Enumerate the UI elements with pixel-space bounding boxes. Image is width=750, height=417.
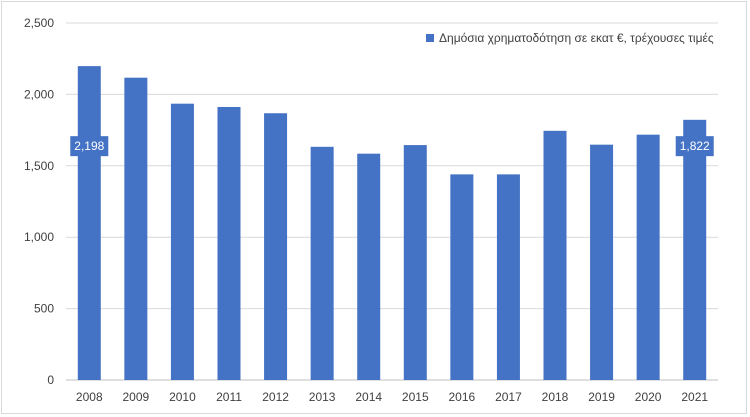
gridlines xyxy=(66,22,718,381)
y-tick-label: 1,000 xyxy=(24,230,54,244)
bar-2009 xyxy=(124,77,148,381)
y-tick-label: 2,500 xyxy=(24,16,54,30)
data-label-box xyxy=(70,136,109,157)
legend-label: Δημόσια χρηματοδότηση σε εκατ €, τρέχουσ… xyxy=(439,31,714,45)
x-tick-label: 2020 xyxy=(635,390,662,404)
y-tick-label: 2,000 xyxy=(24,87,54,101)
bar-2019 xyxy=(590,144,614,380)
data-labels: 2,198 1,822 xyxy=(70,136,714,157)
y-tick-label: 0 xyxy=(47,373,54,387)
x-tick-label: 2018 xyxy=(542,390,569,404)
legend: Δημόσια χρηματοδότηση σε εκατ €, τρέχουσ… xyxy=(426,31,714,45)
x-tick-label: 2014 xyxy=(355,390,382,404)
x-tick-label: 2010 xyxy=(169,390,196,404)
x-tick-label: 2019 xyxy=(588,390,615,404)
x-tick-label: 2008 xyxy=(76,390,103,404)
legend-swatch xyxy=(426,34,434,42)
data-label: 2,198 xyxy=(74,139,104,153)
bar-2017 xyxy=(496,174,520,380)
data-label-box xyxy=(675,136,714,157)
bar-2012 xyxy=(264,113,288,380)
x-tick-label: 2013 xyxy=(309,390,336,404)
bar-2021 xyxy=(683,119,707,381)
y-tick-label: 500 xyxy=(34,302,54,316)
bar-2010 xyxy=(170,103,194,380)
bar-2014 xyxy=(357,153,381,380)
bar-2018 xyxy=(543,130,567,380)
x-tick-label: 2011 xyxy=(216,390,242,404)
bar-2016 xyxy=(450,174,474,380)
bar-2008 xyxy=(77,66,101,380)
y-axis-ticks: 0 500 1,000 1,500 2,000 2,500 xyxy=(24,16,54,387)
x-tick-label: 2012 xyxy=(262,390,289,404)
bar-2011 xyxy=(217,106,241,380)
x-tick-label: 2017 xyxy=(495,390,522,404)
x-tick-label: 2015 xyxy=(402,390,429,404)
y-tick-label: 1,500 xyxy=(24,159,54,173)
bar-2020 xyxy=(636,134,660,380)
data-label: 1,822 xyxy=(680,139,710,153)
x-tick-label: 2021 xyxy=(681,390,708,404)
x-tick-label: 2009 xyxy=(123,390,150,404)
bar-2015 xyxy=(403,145,427,380)
x-tick-label: 2016 xyxy=(449,390,476,404)
bar-2013 xyxy=(310,146,334,380)
bars xyxy=(77,66,707,381)
x-axis-ticks: 2008 2009 2010 2011 2012 2013 2014 2015 2016 2017… xyxy=(76,390,708,404)
